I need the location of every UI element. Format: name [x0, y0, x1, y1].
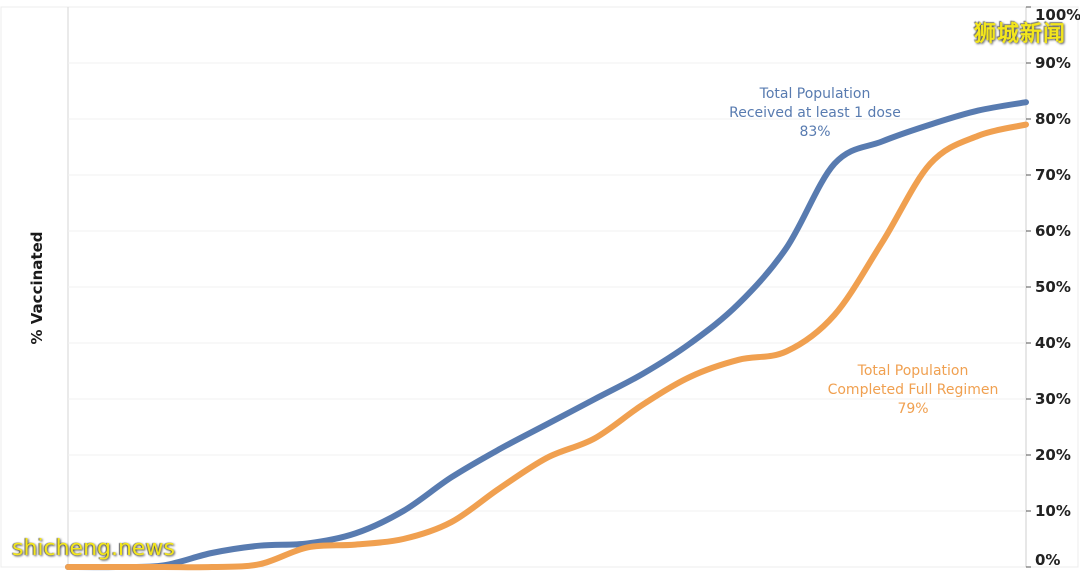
y-tick-label: 30%: [1035, 390, 1071, 408]
annotations: Total Population Received at least 1 dose…: [729, 86, 998, 417]
y-tick-label: 100%: [1035, 6, 1080, 24]
series-line-1: [65, 99, 1029, 571]
y-axis-label: % Vaccinated: [28, 232, 46, 345]
series-lines: [65, 99, 1029, 571]
y-tick-label: 70%: [1035, 166, 1071, 184]
annotation-line: Completed Full Regimen: [828, 382, 999, 398]
y-tick-label: 0%: [1035, 551, 1060, 569]
annotation-line: Total Population: [857, 363, 969, 379]
y-tick-label: 90%: [1035, 54, 1071, 72]
y-axis: 0% 10% 20% 30% 40% 50% 60% 70% 80% 90% 100%: [1026, 6, 1080, 569]
watermark-top: 狮城新闻: [973, 22, 1066, 47]
y-tick-label: 20%: [1035, 446, 1071, 464]
annotation-line: Received at least 1 dose: [729, 105, 901, 121]
series-line-2: [65, 121, 1029, 571]
watermark-bottom: shicheng.news: [12, 536, 175, 561]
annotation-line: 79%: [897, 401, 928, 417]
annotation-line: Total Population: [759, 86, 871, 102]
y-tick-label: 10%: [1035, 502, 1071, 520]
y-tick-label: 60%: [1035, 222, 1071, 240]
y-tick-label: 80%: [1035, 110, 1071, 128]
grid-lines: [0, 6, 1079, 568]
y-tick-label: 40%: [1035, 334, 1071, 352]
annotation-line: 83%: [799, 124, 830, 140]
y-tick-label: 50%: [1035, 278, 1071, 296]
chart-frame: [0, 6, 1079, 568]
